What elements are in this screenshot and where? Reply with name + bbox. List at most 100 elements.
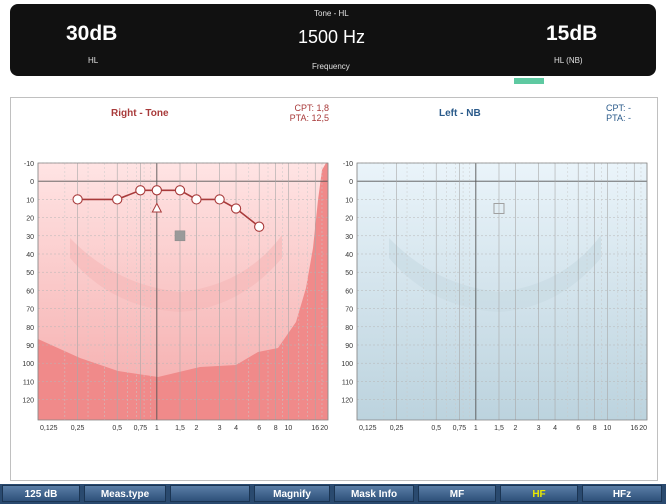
right-x-tick-label: 3 (218, 425, 222, 432)
left-y-tick-label: 0 (349, 179, 353, 186)
left-pta: PTA: - (606, 113, 631, 123)
right-y-tick-label: 120 (22, 398, 34, 405)
left-x-tick-label: 4 (553, 425, 557, 432)
right-x-tick-label: 8 (274, 425, 278, 432)
right-cpt: CPT: 1,8 (294, 103, 329, 113)
right-x-tick-label: 0,75 (134, 425, 148, 432)
right-threshold-circle (151, 185, 162, 196)
left-y-tick-label: -10 (343, 161, 353, 168)
left-x-tick-label: 1 (474, 425, 478, 432)
right-y-tick-label: 40 (26, 252, 34, 259)
right-x-tick-label: 0,25 (71, 425, 85, 432)
left-x-tick-label: 0,5 (431, 425, 441, 432)
left-y-tick-label: 80 (345, 325, 353, 332)
right-level-value: 15dB (546, 22, 598, 45)
left-x-tick-label: 0,25 (390, 425, 404, 432)
right-threshold-circle (254, 221, 265, 232)
right-threshold-circle (191, 194, 202, 205)
right-x-tick-label: 2 (194, 425, 198, 432)
left-level-unit: HL (88, 56, 99, 65)
right-pta: PTA: 12,5 (289, 113, 329, 123)
mask-info-button[interactable]: Mask Info (334, 485, 414, 502)
right-threshold-circle (72, 194, 83, 205)
right-threshold-circle (112, 194, 123, 205)
right-y-tick-label: 100 (22, 361, 34, 368)
right-x-tick-label: 20 (320, 425, 328, 432)
right-y-tick-label: 20 (26, 216, 34, 223)
left-x-tick-label: 16 (630, 425, 638, 432)
left-level-value: 30dB (66, 22, 118, 45)
right-threshold-circle (230, 203, 242, 214)
right-threshold-circle (214, 194, 225, 205)
right-threshold-circle (174, 185, 186, 196)
right-threshold-triangle (151, 202, 163, 213)
right-y-tick-label: 10 (26, 197, 34, 204)
left-y-tick-label: 110 (342, 379, 353, 386)
left-x-tick-label: 3 (537, 425, 541, 432)
left-x-tick-label: 8 (593, 425, 597, 432)
right-ear-title: Right - Tone (111, 108, 169, 119)
right-plot (37, 162, 329, 421)
range-125db-button[interactable]: 125 dB (2, 485, 80, 502)
right-x-tick-label: 4 (234, 425, 238, 432)
left-y-tick-label: 40 (345, 252, 353, 259)
left-x-tick-label: 0,75 (453, 425, 467, 432)
hfz-button[interactable]: HFz (582, 485, 662, 502)
left-x-tick-label: 2 (513, 425, 517, 432)
left-cpt: CPT: - (605, 103, 631, 113)
left-x-tick-label: 10 (603, 425, 611, 432)
right-y-tick-label: -10 (24, 161, 34, 168)
right-x-tick-label: 10 (284, 425, 292, 432)
right-x-tick-label: 0,5 (112, 425, 122, 432)
right-speech-banana (70, 235, 282, 312)
right-x-tick-label: 16 (311, 425, 319, 432)
right-x-tick-label: 1,5 (175, 425, 185, 432)
right-loudness-region (38, 163, 328, 420)
left-y-tick-label: 70 (345, 307, 353, 314)
right-y-tick-label: 70 (26, 307, 34, 314)
level-indicator (514, 78, 544, 84)
function-toolbar: 125 dB Meas.type Magnify Mask Info MF HF… (0, 484, 666, 504)
left-y-tick-label: 100 (341, 361, 353, 368)
left-y-tick-label: 30 (345, 234, 353, 241)
right-y-tick-label: 30 (26, 234, 34, 241)
hf-button[interactable]: HF (500, 485, 578, 502)
right-x-tick-label: 0,125 (40, 425, 58, 432)
left-speech-banana (389, 235, 601, 312)
left-y-tick-label: 90 (345, 343, 353, 350)
left-x-tick-label: 6 (576, 425, 580, 432)
status-header: Tone - HL 30dB HL 1500 Hz Frequency 15dB… (10, 4, 656, 76)
right-plot-border (37, 162, 329, 421)
left-y-tick-label: 50 (345, 270, 353, 277)
right-y-tick-label: 90 (26, 343, 34, 350)
blank-function-button[interactable] (170, 485, 250, 502)
left-plot-background (357, 163, 647, 420)
frequency-value: 1500 Hz (298, 27, 366, 47)
right-y-tick-label: 0 (30, 179, 34, 186)
left-y-tick-label: 10 (345, 197, 353, 204)
left-y-tick-label: 20 (345, 216, 353, 223)
left-y-tick-label: 120 (341, 398, 353, 405)
audiogram-marks (72, 185, 505, 242)
magnify-button[interactable]: Magnify (254, 485, 330, 502)
right-y-tick-label: 60 (26, 288, 34, 295)
left-x-tick-label: 0,125 (359, 425, 377, 432)
mode-label: Tone - HL (314, 9, 349, 18)
frequency-label: Frequency (312, 62, 350, 71)
right-cursor-square (174, 230, 186, 242)
right-y-tick-label: 50 (26, 270, 34, 277)
left-y-tick-label: 60 (345, 288, 353, 295)
left-x-tick-label: 20 (639, 425, 647, 432)
mf-button[interactable]: MF (418, 485, 496, 502)
right-level-unit: HL (NB) (554, 56, 583, 65)
right-threshold-circle (135, 185, 146, 196)
left-plot-border (356, 162, 648, 421)
left-ear-title: Left - NB (439, 108, 481, 119)
meas-type-button[interactable]: Meas.type (84, 485, 166, 502)
right-x-tick-label: 1 (155, 425, 159, 432)
left-cursor-square (493, 203, 505, 214)
left-plot (356, 162, 648, 421)
